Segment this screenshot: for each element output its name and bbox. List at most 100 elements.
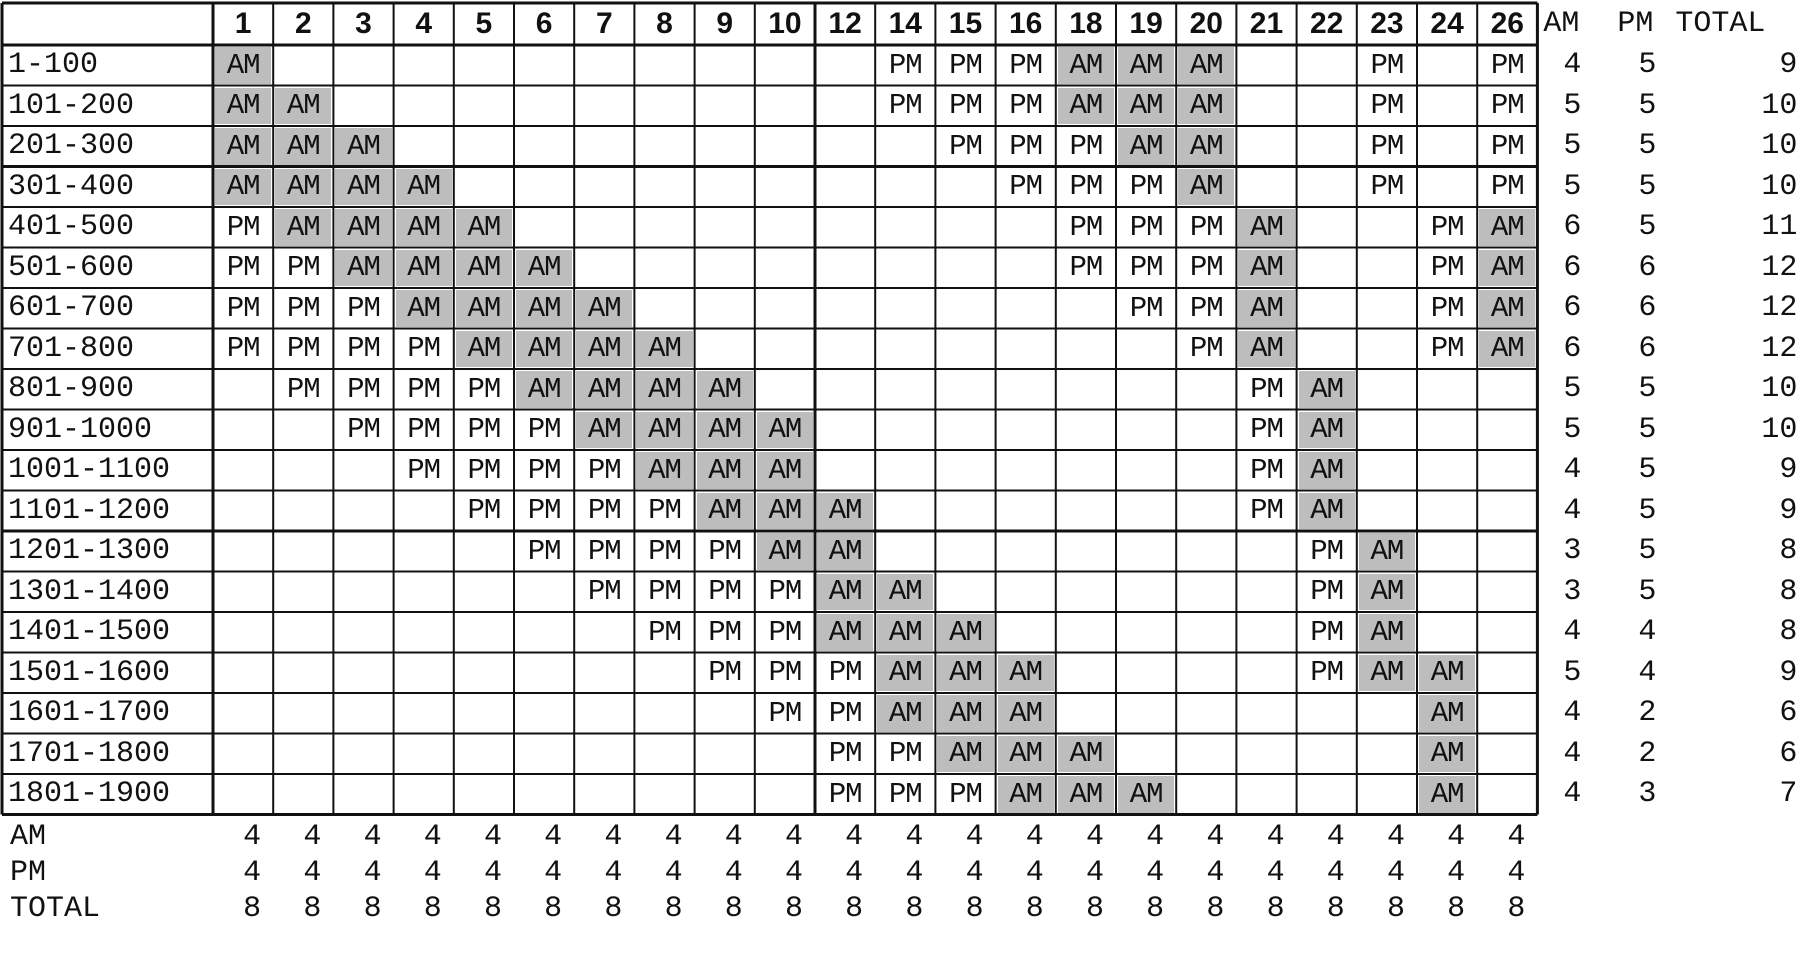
schedule-cell[interactable]: AM bbox=[1178, 168, 1235, 205]
schedule-cell[interactable]: AM bbox=[877, 654, 934, 691]
schedule-cell[interactable] bbox=[215, 493, 271, 530]
schedule-cell[interactable] bbox=[275, 533, 331, 570]
schedule-cell[interactable]: AM bbox=[1419, 654, 1476, 691]
schedule-cell[interactable] bbox=[937, 493, 993, 530]
schedule-cell[interactable] bbox=[1118, 533, 1174, 570]
schedule-cell[interactable] bbox=[1359, 331, 1415, 368]
schedule-cell[interactable]: PM bbox=[1370, 129, 1404, 163]
schedule-cell[interactable]: PM bbox=[828, 777, 863, 811]
schedule-cell[interactable] bbox=[877, 331, 933, 368]
schedule-cell[interactable] bbox=[335, 614, 391, 651]
schedule-cell[interactable]: PM bbox=[648, 534, 682, 568]
schedule-cell[interactable]: AM bbox=[1298, 371, 1355, 408]
schedule-cell[interactable] bbox=[516, 574, 572, 611]
schedule-cell[interactable] bbox=[335, 574, 391, 611]
schedule-cell[interactable] bbox=[697, 47, 753, 84]
schedule-cell[interactable]: PM bbox=[888, 48, 923, 82]
schedule-cell[interactable] bbox=[275, 47, 331, 84]
schedule-cell[interactable] bbox=[1058, 493, 1114, 530]
schedule-cell[interactable]: AM bbox=[1238, 209, 1295, 246]
schedule-cell[interactable]: AM bbox=[335, 128, 392, 165]
schedule-cell[interactable] bbox=[396, 533, 452, 570]
schedule-cell[interactable]: AM bbox=[696, 411, 753, 448]
schedule-cell[interactable] bbox=[1359, 695, 1415, 732]
schedule-cell[interactable]: PM bbox=[708, 534, 742, 568]
schedule-cell[interactable] bbox=[998, 574, 1054, 611]
schedule-cell[interactable] bbox=[636, 250, 692, 287]
schedule-cell[interactable]: AM bbox=[516, 249, 573, 286]
schedule-cell[interactable] bbox=[1118, 412, 1174, 449]
schedule-cell[interactable]: PM bbox=[467, 372, 501, 406]
schedule-cell[interactable] bbox=[1479, 452, 1535, 489]
schedule-cell[interactable] bbox=[757, 331, 813, 368]
schedule-cell[interactable]: PM bbox=[286, 251, 321, 285]
schedule-cell[interactable] bbox=[1178, 614, 1234, 651]
schedule-cell[interactable] bbox=[456, 614, 512, 651]
schedule-cell[interactable] bbox=[275, 493, 331, 530]
schedule-cell[interactable] bbox=[998, 412, 1054, 449]
schedule-cell[interactable] bbox=[1058, 574, 1114, 611]
schedule-cell[interactable]: AM bbox=[275, 209, 332, 246]
schedule-cell[interactable]: PM bbox=[286, 291, 321, 325]
schedule-cell[interactable]: AM bbox=[1419, 695, 1476, 732]
schedule-cell[interactable]: AM bbox=[1238, 249, 1295, 286]
schedule-cell[interactable] bbox=[877, 250, 933, 287]
schedule-cell[interactable] bbox=[335, 533, 391, 570]
schedule-cell[interactable]: AM bbox=[1419, 776, 1476, 813]
schedule-cell[interactable] bbox=[1419, 452, 1475, 489]
schedule-cell[interactable]: AM bbox=[215, 47, 272, 84]
schedule-cell[interactable] bbox=[1299, 776, 1355, 813]
schedule-cell[interactable]: PM bbox=[768, 615, 802, 649]
schedule-cell[interactable]: PM bbox=[949, 48, 983, 82]
schedule-cell[interactable] bbox=[817, 169, 873, 206]
schedule-cell[interactable]: AM bbox=[636, 330, 693, 367]
schedule-cell[interactable] bbox=[576, 695, 632, 732]
schedule-cell[interactable]: AM bbox=[877, 573, 934, 610]
schedule-cell[interactable]: PM bbox=[467, 494, 501, 528]
schedule-cell[interactable]: AM bbox=[455, 290, 512, 327]
schedule-cell[interactable]: PM bbox=[587, 534, 622, 568]
schedule-cell[interactable]: AM bbox=[997, 776, 1054, 813]
schedule-cell[interactable]: PM bbox=[226, 332, 261, 366]
schedule-cell[interactable] bbox=[937, 371, 993, 408]
schedule-cell[interactable]: AM bbox=[756, 411, 813, 448]
schedule-cell[interactable]: PM bbox=[949, 777, 983, 811]
schedule-cell[interactable] bbox=[1299, 47, 1355, 84]
schedule-cell[interactable] bbox=[516, 128, 572, 165]
schedule-cell[interactable] bbox=[1118, 331, 1174, 368]
schedule-cell[interactable]: PM bbox=[708, 575, 742, 609]
schedule-cell[interactable] bbox=[877, 493, 933, 530]
schedule-cell[interactable]: AM bbox=[696, 452, 753, 489]
schedule-cell[interactable] bbox=[396, 736, 452, 773]
schedule-cell[interactable] bbox=[275, 736, 331, 773]
schedule-cell[interactable]: PM bbox=[1430, 210, 1465, 244]
schedule-cell[interactable] bbox=[396, 776, 452, 813]
schedule-cell[interactable] bbox=[697, 209, 753, 246]
schedule-cell[interactable] bbox=[1238, 574, 1294, 611]
schedule-cell[interactable] bbox=[275, 412, 331, 449]
schedule-cell[interactable]: PM bbox=[1069, 210, 1103, 244]
schedule-cell[interactable] bbox=[1419, 128, 1475, 165]
schedule-cell[interactable]: PM bbox=[407, 332, 441, 366]
schedule-cell[interactable]: AM bbox=[1479, 290, 1536, 327]
schedule-cell[interactable]: PM bbox=[768, 696, 802, 730]
schedule-cell[interactable]: PM bbox=[1069, 251, 1103, 285]
schedule-cell[interactable]: AM bbox=[997, 695, 1054, 732]
schedule-cell[interactable] bbox=[1058, 614, 1114, 651]
schedule-cell[interactable] bbox=[576, 169, 632, 206]
schedule-cell[interactable]: AM bbox=[1358, 533, 1415, 570]
schedule-cell[interactable]: AM bbox=[1118, 128, 1175, 165]
schedule-cell[interactable] bbox=[1359, 209, 1415, 246]
schedule-cell[interactable] bbox=[998, 371, 1054, 408]
schedule-cell[interactable] bbox=[937, 452, 993, 489]
schedule-cell[interactable] bbox=[1118, 574, 1174, 611]
schedule-cell[interactable] bbox=[576, 655, 632, 692]
schedule-cell[interactable] bbox=[1238, 88, 1294, 125]
schedule-cell[interactable]: PM bbox=[648, 575, 682, 609]
schedule-cell[interactable]: AM bbox=[1358, 573, 1415, 610]
schedule-cell[interactable] bbox=[877, 371, 933, 408]
schedule-cell[interactable]: AM bbox=[1238, 290, 1295, 327]
schedule-cell[interactable] bbox=[1479, 614, 1535, 651]
schedule-cell[interactable] bbox=[456, 695, 512, 732]
schedule-cell[interactable]: PM bbox=[286, 332, 321, 366]
